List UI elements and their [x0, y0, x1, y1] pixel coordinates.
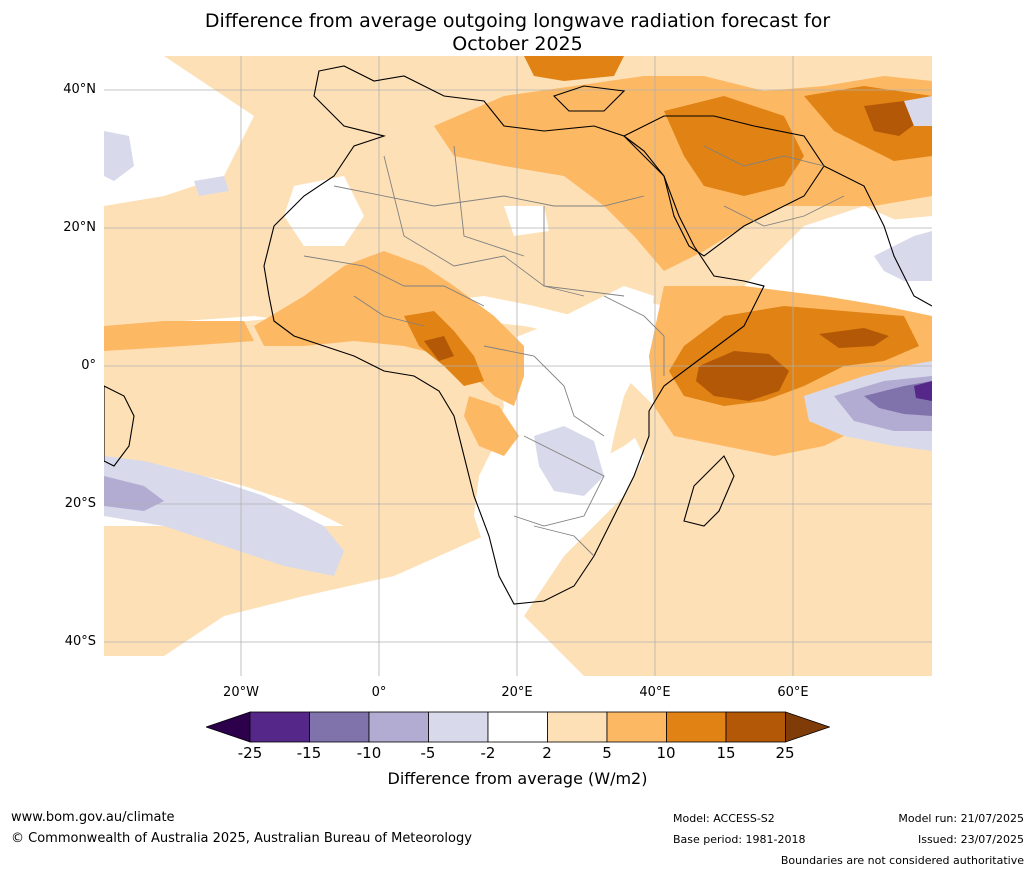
copyright-text: © Commonwealth of Australia 2025, Austra…	[11, 831, 472, 846]
colorbar-segment	[249, 711, 310, 743]
colorbar-tick: -15	[296, 744, 322, 762]
colorbar-tick: -2	[480, 744, 496, 762]
colorbar-extend-high	[785, 711, 830, 743]
colorbar-segment	[368, 711, 429, 743]
colorbar-tick: 10	[656, 744, 676, 762]
colorbar-segment	[666, 711, 727, 743]
base-period-text: Base period: 1981-2018	[673, 833, 806, 846]
colorbar-tick: 5	[602, 744, 612, 762]
colorbar-extend-low	[206, 711, 251, 743]
colorbar-segment	[547, 711, 608, 743]
colorbar-segment	[725, 711, 786, 743]
graticule	[104, 56, 932, 676]
colorbar-segment	[487, 711, 548, 743]
disclaimer-text: Boundaries are not considered authoritat…	[780, 854, 1024, 867]
lat-label-40s: 40°S	[64, 634, 96, 649]
model-text: Model: ACCESS-S2	[673, 812, 775, 825]
colorbar-tick: -10	[356, 744, 382, 762]
map-panel	[104, 56, 932, 676]
model-run-text: Model run: 21/07/2025	[898, 812, 1024, 825]
lon-label-0: 0°	[371, 685, 387, 700]
lat-label-20s: 20°S	[64, 496, 96, 511]
lat-label-0: 0°	[81, 358, 96, 373]
lat-label-40n: 40°N	[63, 82, 96, 97]
anomaly-map	[104, 56, 932, 676]
anomaly-negative-regions	[104, 96, 932, 576]
title-line-2: October 2025	[452, 33, 583, 55]
lat-label-20n: 20°N	[63, 220, 96, 235]
lon-label-20e: 20°E	[501, 685, 533, 700]
issued-text: Issued: 23/07/2025	[917, 833, 1024, 846]
colorbar-segment	[309, 711, 370, 743]
colorbar-title: Difference from average (W/m2)	[387, 769, 648, 788]
coastlines	[104, 65, 932, 605]
anomaly-15-to-25-regions	[424, 101, 919, 401]
colorbar-tick: 2	[542, 744, 552, 762]
colorbar-tick: 15	[716, 744, 736, 762]
country-borders	[303, 145, 845, 557]
title-line-1: Difference from average outgoing longwav…	[204, 10, 831, 32]
colorbar-tick: -25	[237, 744, 263, 762]
lon-label-20w: 20°W	[223, 685, 259, 700]
lon-label-60e: 60°E	[777, 685, 809, 700]
map-title: Difference from average outgoing longwav…	[0, 10, 1035, 56]
colorbar-tick: -5	[420, 744, 436, 762]
colorbar	[206, 711, 830, 743]
lon-label-40e: 40°E	[639, 685, 671, 700]
colorbar-segment	[606, 711, 667, 743]
colorbar-segments	[206, 711, 830, 743]
colorbar-segment	[428, 711, 489, 743]
website-text: www.bom.gov.au/climate	[11, 810, 175, 825]
colorbar-tick: 25	[775, 744, 795, 762]
